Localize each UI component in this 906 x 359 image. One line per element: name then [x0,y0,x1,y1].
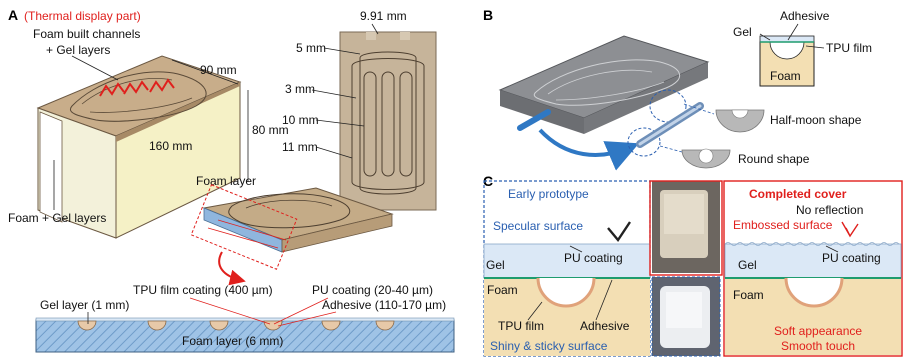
tube-detail [627,89,765,169]
tpu-coating-label: TPU film coating (400 µm) [133,283,273,297]
inset-foam: Foam [770,69,801,83]
leader-10mm [315,119,365,127]
leader-3mm [311,89,357,99]
early-section [483,243,651,356]
half-moon-label: Half-moon shape [770,113,862,127]
completed-title: Completed cover [749,187,847,201]
pu-coating-label: PU coating (20-40 µm) [312,283,433,297]
completed-pu: PU coating [822,251,881,265]
early-prototype-box [483,180,651,357]
leader-11mm [315,146,353,159]
photo-completed-frame [649,180,723,276]
scatter-arrows [841,221,859,238]
coated-plate-3d [190,184,394,270]
early-title: Early prototype [508,187,589,201]
embossed-label: Embossed surface [733,218,833,232]
foam-layer-label: Foam layer [196,174,256,188]
leader-inset-tpu [805,45,825,49]
early-tpu: TPU film [498,319,544,333]
completed-foam: Foam [733,288,764,302]
dim-3mm: 3 mm [285,82,315,96]
photo-early-frame [651,276,721,357]
reflection-arrow [607,221,631,243]
leader-channels [71,55,119,81]
foam-box-3d [36,55,242,239]
photo-early-prototype [652,277,720,356]
dim-length-label: 160 mm [149,139,192,153]
leader-5mm [323,47,361,55]
leader-top-dim [371,23,379,35]
early-adhesive: Adhesive [580,319,630,333]
early-gel: Gel [486,258,505,272]
early-foam: Foam [487,283,518,297]
round-shape-label: Round shape [738,152,810,166]
photo-completed-cover [652,181,720,273]
specular-label: Specular surface [493,219,583,233]
foam-channels-label-1: Foam built channels [33,27,140,41]
leader-inset-adhesive [787,23,799,41]
layer-inset [759,35,815,87]
thermal-display-title: (Thermal display part) [24,9,141,23]
soft-label: Soft appearance [774,324,862,338]
early-pu: PU coating [564,251,623,265]
foam-layer-6mm-label: Foam layer (6 mm) [182,334,283,348]
zoom-arrow [218,251,246,286]
leader-tpu [189,297,271,325]
shiny-label: Shiny & sticky surface [490,339,608,353]
foam-gel-layers-label: Foam + Gel layers [8,211,106,225]
gel-layer-label: Gel layer (1 mm) [40,298,129,312]
module-3d [498,35,710,134]
inset-tpu: TPU film [826,41,872,55]
dim-height-label: 80 mm [252,123,289,137]
panel-c-label: C [483,173,493,189]
smooth-label: Smooth touch [781,339,855,353]
dim-width-label: 90 mm [200,63,237,77]
leader-early-tpu [527,301,543,321]
dim-5mm: 5 mm [296,41,326,55]
foam-channels-label-2: + Gel layers [46,43,110,57]
completed-section [724,242,902,355]
leader-inset-gel [759,33,771,41]
top-dim-label: 9.91 mm [360,9,407,23]
leader-pu [273,297,329,325]
inset-gel: Gel [733,25,752,39]
dim-11mm: 11 mm [282,140,318,154]
leader-completed-pu [825,245,839,253]
panel-a-label: A [8,7,18,23]
inset-adhesive: Adhesive [780,9,830,23]
channel-plate-top-view [339,31,437,211]
leader-early-adhesive [595,279,613,321]
no-reflection-label: No reflection [796,203,863,217]
adhesive-label-a: Adhesive (110-170 µm) [322,298,446,312]
completed-gel: Gel [738,258,757,272]
leader-adhesive [277,311,337,327]
panel-b-label: B [483,7,493,23]
leader-early-pu [569,245,583,253]
completed-cover-box [723,180,903,357]
blue-arrow [538,128,640,171]
dim-line-width [171,59,239,85]
dim-10mm: 10 mm [282,113,319,127]
